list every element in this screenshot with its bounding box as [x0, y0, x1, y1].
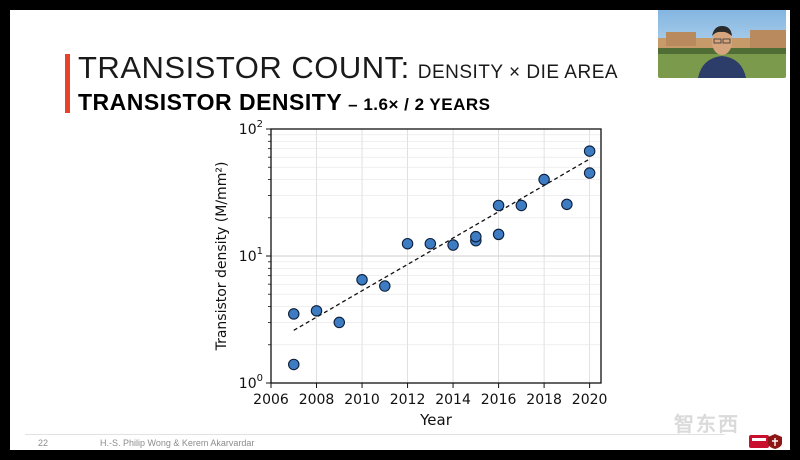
slide-title: TRANSISTOR COUNT: DENSITY × DIE AREA	[78, 50, 618, 86]
watermark-logo: 智东西	[674, 414, 740, 436]
data-point	[401, 237, 414, 250]
x-tick-label: 2014	[435, 392, 471, 408]
university-logo	[749, 434, 782, 449]
data-point	[492, 228, 505, 241]
title-sub: DENSITY × DIE AREA	[417, 62, 619, 83]
webcam-image	[658, 10, 786, 78]
slide: TRANSISTOR COUNT: DENSITY × DIE AREA TRAN…	[10, 10, 790, 450]
data-point	[356, 274, 368, 286]
title-accent-bar	[65, 54, 70, 113]
data-point	[583, 167, 596, 179]
data-point	[492, 199, 505, 212]
data-point	[379, 280, 391, 292]
x-tick-label: 2008	[299, 392, 335, 408]
data-point	[333, 316, 346, 329]
footer-authors: H.-S. Philip Wong & Kerem Akarvardar	[100, 438, 255, 448]
data-point	[288, 358, 300, 371]
data-point	[447, 239, 459, 251]
data-point	[583, 145, 596, 157]
y-tick-label: 101	[239, 246, 263, 265]
data-point	[424, 237, 437, 250]
webcam-video	[658, 10, 786, 78]
slide-heading: TRANSISTOR DENSITY – 1.6× / 2 YEARS	[78, 89, 491, 116]
data-point	[470, 230, 482, 243]
x-tick-label: 2010	[344, 392, 380, 408]
data-point	[561, 198, 573, 211]
points-layer	[288, 145, 596, 371]
x-tick-label: 2012	[390, 392, 426, 408]
labels-layer: 2006 2008 2010 2012 2014 2016 2018 2020 100 101 10…	[214, 119, 607, 429]
page-number: 22	[38, 438, 49, 448]
density-chart: 2006 2008 2010 2012 2014 2016 2018 2020 100 101 10…	[200, 112, 620, 437]
data-point	[538, 173, 550, 186]
heading-sub: – 1.6× / 2 YEARS	[348, 95, 491, 114]
x-tick-label: 2006	[253, 392, 289, 408]
x-tick-label: 2018	[526, 392, 562, 408]
trend-line	[293, 158, 590, 331]
data-point	[515, 199, 528, 212]
axes-layer	[266, 128, 602, 388]
y-tick-label: 102	[239, 119, 263, 138]
x-axis-label: Year	[419, 411, 453, 429]
data-point	[310, 305, 323, 317]
data-point	[288, 308, 300, 320]
x-tick-label: 2016	[481, 392, 517, 408]
y-tick-label: 100	[239, 373, 263, 392]
title-main: TRANSISTOR COUNT:	[78, 50, 410, 85]
heading-main: TRANSISTOR DENSITY	[78, 89, 343, 115]
x-tick-label: 2020	[572, 392, 608, 408]
trend-layer	[293, 158, 590, 331]
footer-divider	[25, 434, 725, 435]
chart-svg: 2006 2008 2010 2012 2014 2016 2018 2020 100 101 10…	[214, 119, 607, 429]
grid-layer	[270, 129, 601, 384]
y-axis-label: Transistor density (M/mm²)	[214, 162, 230, 352]
